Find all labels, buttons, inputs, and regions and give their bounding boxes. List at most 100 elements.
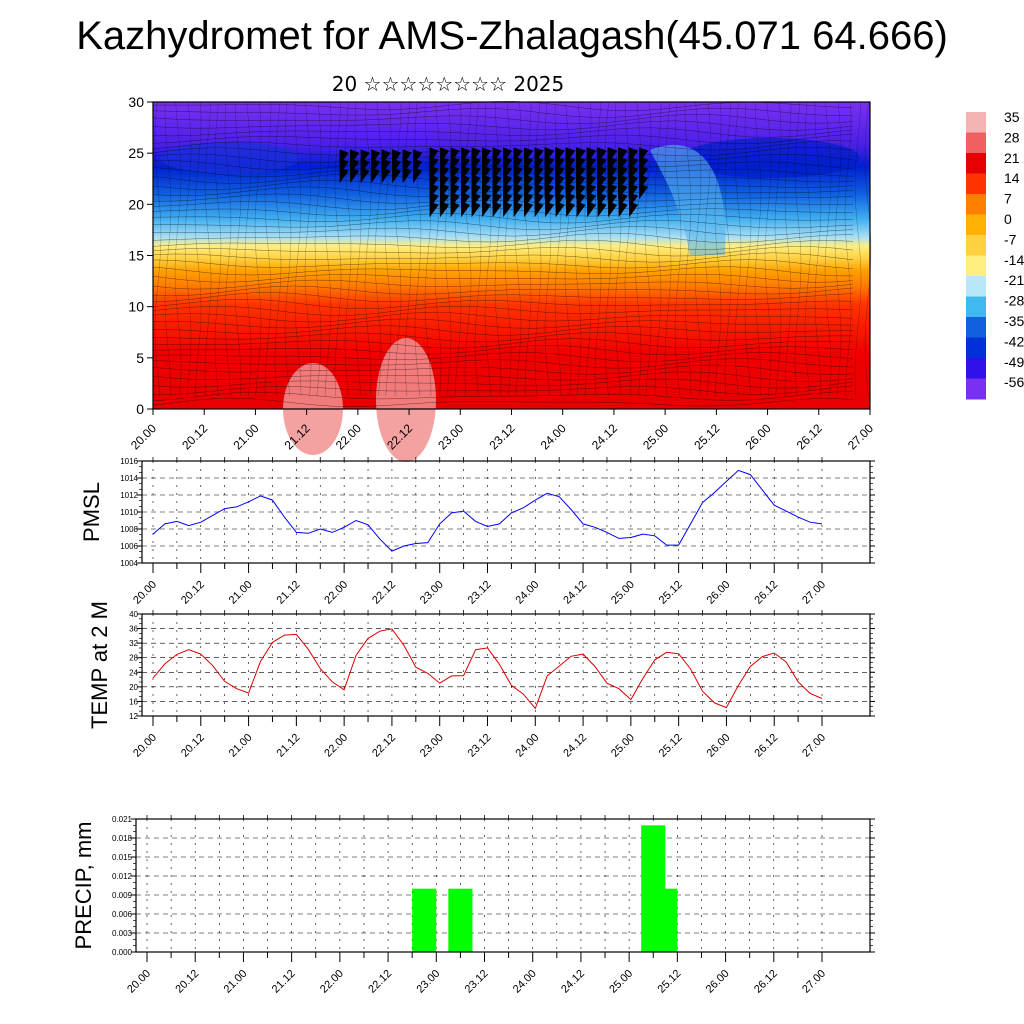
wind-vector-column <box>204 101 212 397</box>
y-tick-label: 12 <box>129 712 138 721</box>
x-tick-label: 24.12 <box>561 579 589 607</box>
wind-barb <box>545 201 555 218</box>
wind-vector-column <box>794 101 802 397</box>
y-tick-label: 36 <box>129 625 138 634</box>
x-tick-label: 25.12 <box>657 579 685 607</box>
wind-vector-column <box>804 101 812 397</box>
wind-vector-column <box>234 101 242 397</box>
wind-vector-column <box>694 101 702 397</box>
x-tick-label: 20.00 <box>131 732 159 760</box>
contour-line <box>152 378 854 389</box>
contour-line <box>152 127 854 138</box>
x-tick-label: 20.12 <box>179 421 210 452</box>
colorbar-segment <box>966 112 986 133</box>
y-tick-label: 25 <box>128 145 144 161</box>
wind-vector-column <box>604 101 612 397</box>
colorbar-label: -49 <box>1004 354 1024 370</box>
x-tick-label: 26.12 <box>752 968 780 996</box>
y-tick-label: 32 <box>129 639 138 648</box>
contour-line <box>152 213 854 224</box>
colorbar-label: 7 <box>1004 191 1012 207</box>
wind-vector-column <box>374 101 382 397</box>
wind-barb <box>482 201 492 218</box>
wind-vector-column <box>424 101 432 397</box>
wind-vector-column <box>434 101 442 397</box>
y-axis-label: TEMP at 2 M <box>87 601 112 729</box>
contour-line <box>152 312 854 323</box>
cold-core-2 <box>680 138 860 178</box>
x-tick-label: 23.12 <box>466 579 494 607</box>
x-tick-label: 24.00 <box>538 421 569 452</box>
contour-line <box>152 114 854 125</box>
wind-vector-column <box>184 101 192 397</box>
wind-barb <box>381 167 391 184</box>
colorbar-segment <box>966 296 986 318</box>
wind-vector-column <box>444 101 452 397</box>
contour-line <box>152 259 854 270</box>
y-tick-label: 20 <box>128 196 144 212</box>
wind-vector-column <box>354 101 362 397</box>
x-tick-label: 26.00 <box>705 732 733 760</box>
wind-vector-column <box>654 101 662 396</box>
y-axis-label: PRECIP, mm <box>71 822 96 950</box>
wind-barb <box>503 201 513 218</box>
wind-vector-column <box>714 101 722 397</box>
wind-vector-column <box>284 101 292 397</box>
precip-bar <box>653 888 678 952</box>
contour-line <box>152 345 854 356</box>
wind-vector-column <box>344 101 352 397</box>
wind-vector-column <box>504 101 512 397</box>
contour-line <box>152 252 854 263</box>
colorbar: 35 28 21 14 7 0 -7 -14 -21 -28 -35 -42 -49 -56 <box>966 109 1024 400</box>
wind-vector-column <box>824 101 832 397</box>
precip-bar <box>412 888 437 952</box>
x-tick-label: 26.12 <box>752 732 780 760</box>
series-line <box>152 469 823 552</box>
x-tick-label: 24.00 <box>513 579 541 607</box>
wind-vector-column <box>664 101 672 397</box>
colorbar-label: -56 <box>1004 374 1024 390</box>
contour-line <box>152 279 854 290</box>
x-tick-label: 26.00 <box>704 968 732 996</box>
contour-line <box>152 299 854 309</box>
wind-barb <box>597 183 607 200</box>
colorbar-segment <box>966 276 986 297</box>
x-tick-label: 20.12 <box>179 579 207 607</box>
x-tick-label: 22.12 <box>366 968 394 996</box>
wind-barb <box>392 167 402 184</box>
wind-vector-column <box>524 101 532 396</box>
wind-vector-column <box>484 101 492 397</box>
wind-vector-column <box>554 101 562 397</box>
wind-vector-column <box>634 101 642 397</box>
wind-vector-column <box>534 101 542 397</box>
wind-vector-column <box>164 101 172 397</box>
colorbar-label: 35 <box>1004 109 1020 125</box>
contour-line <box>152 338 854 349</box>
x-tick-label: 23.12 <box>466 732 494 760</box>
contour-line <box>152 332 853 343</box>
x-tick-label: 23.00 <box>414 968 442 996</box>
x-tick-label: 21.00 <box>222 968 250 996</box>
contour-line <box>152 266 854 277</box>
y-tick-label: 0.021 <box>112 815 133 824</box>
wind-barb <box>413 167 423 184</box>
wind-vector-column <box>544 101 552 397</box>
wind-barb <box>597 201 607 218</box>
colorbar-label: -35 <box>1004 313 1024 329</box>
x-tick-label: 23.12 <box>463 968 491 996</box>
x-tick-label: 26.12 <box>752 579 780 607</box>
precip-panel-frame <box>135 818 871 953</box>
series-line <box>152 628 823 710</box>
x-tick-label: 21.00 <box>230 421 261 452</box>
wind-vector-column <box>304 101 312 397</box>
wind-barb <box>534 201 544 218</box>
wind-vector-column <box>684 101 692 397</box>
contour-line <box>152 273 854 283</box>
y-tick-label: 30 <box>128 94 144 110</box>
wind-vector-column <box>514 101 522 397</box>
wind-vector-column <box>854 101 862 397</box>
wind-vector-column <box>334 101 342 397</box>
x-tick-label: 24.12 <box>559 968 587 996</box>
x-tick-label: 27.00 <box>800 732 828 760</box>
x-tick-label: 26.00 <box>743 421 774 452</box>
